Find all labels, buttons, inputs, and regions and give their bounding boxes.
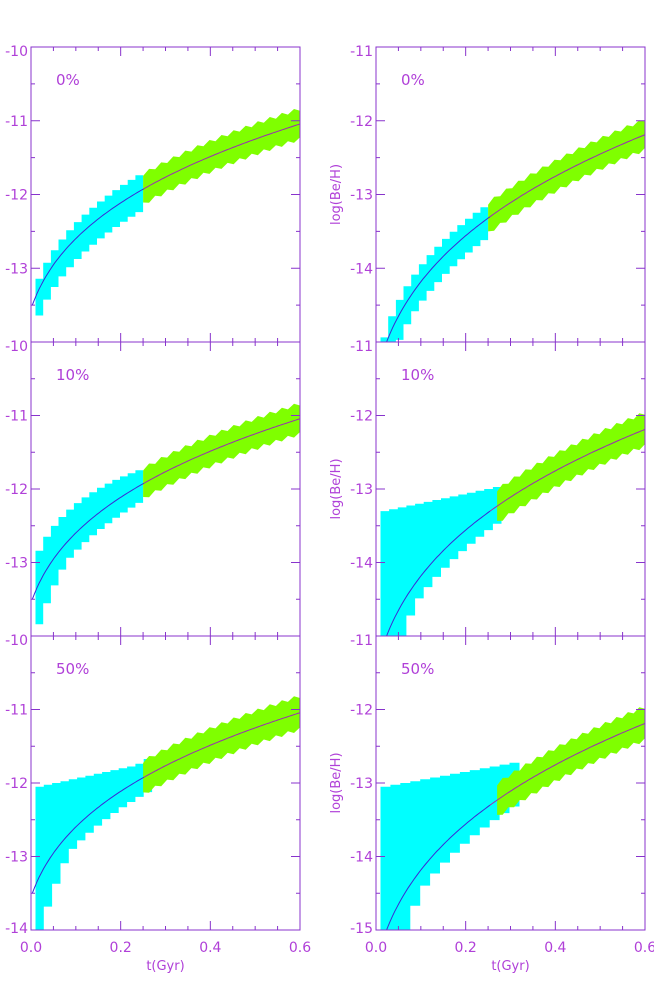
y-tick-label: -14 — [350, 556, 373, 572]
y-tick-label: -10 — [5, 44, 28, 60]
panel-label: 10% — [401, 366, 434, 384]
band-all — [35, 170, 144, 316]
y-tick-label: -13 — [5, 556, 28, 572]
y-tick-label: -12 — [350, 114, 373, 130]
y-tick-label: -13 — [5, 261, 28, 277]
band-all — [35, 754, 153, 930]
band-late — [143, 696, 300, 793]
y-tick-label: -14 — [350, 850, 373, 866]
panel-left-middle: -10 -11 -12 -13 10% — [5, 339, 301, 637]
y-tick-label: -12 — [5, 188, 28, 204]
model-curve-early — [386, 510, 491, 636]
panel-right-top: -11 -12 -13 -14 0% log(Be/H) — [329, 44, 646, 343]
panel-label: 0% — [401, 71, 425, 89]
y-tick-label: -11 — [5, 409, 28, 425]
y-tick-label: -11 — [350, 339, 373, 355]
y-tick-label: -15 — [350, 921, 373, 937]
plot-area — [380, 707, 645, 930]
model-curve-late — [489, 134, 645, 218]
plot-area — [31, 109, 300, 316]
x-tick-label: 0.0 — [20, 940, 42, 956]
y-tick-label: -12 — [350, 703, 373, 719]
y-tick-label: -14 — [350, 261, 373, 277]
y-tick-label: -10 — [5, 633, 28, 649]
model-curve-late — [143, 418, 300, 484]
panel-left-bottom: -10 -11 -12 -13 -14 50% 0.0 0.2 0.4 0.6 t(Gyr) — [5, 633, 311, 974]
band-late — [497, 413, 645, 521]
band-late — [497, 707, 645, 815]
y-tick-label: -11 — [5, 703, 28, 719]
plot-area — [380, 120, 645, 342]
y-tick-label: -12 — [5, 776, 28, 792]
panel-label: 10% — [56, 366, 89, 384]
y-tick-label: -11 — [5, 114, 28, 130]
panel-label: 50% — [401, 660, 434, 678]
band-all — [380, 201, 489, 342]
x-axis-title: t(Gyr) — [491, 959, 529, 974]
x-tick-label: 0.0 — [365, 940, 387, 956]
band-all — [35, 467, 144, 625]
x-tick-label: 0.2 — [455, 940, 477, 956]
band-late — [143, 109, 300, 203]
x-tick-label: 0.4 — [199, 940, 221, 956]
model-curve-late — [143, 123, 300, 190]
panel-label: 50% — [56, 660, 89, 678]
y-tick-label: -11 — [350, 44, 373, 60]
x-axis-title: t(Gyr) — [146, 959, 184, 974]
x-tick-label: 0.6 — [634, 940, 654, 956]
panel-right-middle: -11 -12 -13 -14 10% log(Be/H) — [329, 339, 646, 637]
y-tick-label: -12 — [350, 409, 373, 425]
y-axis-title: log(Be/H) — [329, 164, 344, 225]
y-tick-label: -13 — [350, 482, 373, 498]
plot-area — [31, 696, 300, 930]
panel-label: 0% — [56, 71, 80, 89]
y-tick-label: -14 — [5, 921, 28, 937]
y-tick-label: -13 — [350, 188, 373, 204]
model-curve-early — [386, 804, 491, 930]
model-curve-late — [489, 428, 645, 512]
panel-left-top: -10 -11 -12 -13 0% — [5, 44, 301, 343]
model-curve-early — [31, 482, 145, 600]
plot-frame — [30, 46, 301, 343]
band-late — [143, 403, 300, 498]
y-tick-label: -13 — [5, 850, 28, 866]
band-all — [380, 761, 520, 930]
plot-area — [380, 413, 645, 636]
y-axis-title: log(Be/H) — [329, 752, 344, 813]
model-curve-early — [31, 776, 145, 894]
plot-frame — [30, 341, 301, 637]
x-tick-label: 0.6 — [289, 940, 311, 956]
panel-right-bottom: -11 -12 -13 -14 -15 50% log(Be/H) 0.0 0.2 0.4 0.6 t… — [329, 633, 654, 974]
y-tick-label: -12 — [5, 482, 28, 498]
y-tick-label: -11 — [350, 633, 373, 649]
band-late — [488, 120, 645, 232]
band-all — [380, 481, 502, 636]
model-curve-early — [31, 188, 145, 306]
model-curve-late — [489, 722, 645, 806]
y-axis-title: log(Be/H) — [329, 458, 344, 519]
x-tick-label: 0.4 — [544, 940, 566, 956]
y-tick-label: -13 — [350, 776, 373, 792]
model-curve-early — [386, 216, 491, 342]
y-tick-label: -10 — [5, 339, 28, 355]
x-tick-label: 0.2 — [110, 940, 132, 956]
model-curve-late — [143, 712, 300, 778]
plot-area — [31, 403, 300, 625]
